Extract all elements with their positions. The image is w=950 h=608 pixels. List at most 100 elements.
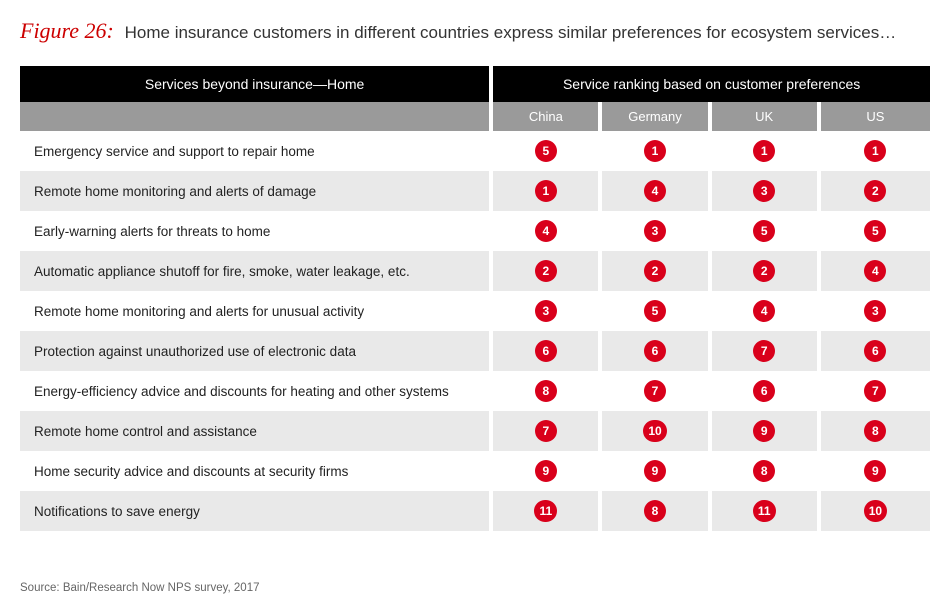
rank-badge: 9 bbox=[535, 460, 557, 482]
ranking-table-container: Services beyond insurance—Home Service r… bbox=[20, 66, 930, 531]
rank-badge: 7 bbox=[535, 420, 557, 442]
rank-cell: 6 bbox=[712, 371, 821, 411]
rank-cell: 9 bbox=[602, 451, 711, 491]
rank-badge: 1 bbox=[753, 140, 775, 162]
ranking-table: Services beyond insurance—Home Service r… bbox=[20, 66, 930, 531]
source-note: Source: Bain/Research Now NPS survey, 20… bbox=[20, 582, 259, 594]
service-cell: Remote home monitoring and alerts for un… bbox=[20, 291, 493, 331]
service-cell: Notifications to save energy bbox=[20, 491, 493, 531]
rank-cell: 4 bbox=[602, 171, 711, 211]
table-row: Remote home control and assistance71098 bbox=[20, 411, 930, 451]
table-row: Emergency service and support to repair … bbox=[20, 131, 930, 171]
figure-caption-text: Home insurance customers in different co… bbox=[125, 23, 897, 42]
rank-cell: 7 bbox=[821, 371, 930, 411]
rank-badge: 1 bbox=[644, 140, 666, 162]
rank-cell: 7 bbox=[712, 331, 821, 371]
rank-cell: 6 bbox=[821, 331, 930, 371]
rank-cell: 8 bbox=[602, 491, 711, 531]
rank-cell: 9 bbox=[821, 451, 930, 491]
rank-cell: 11 bbox=[712, 491, 821, 531]
service-cell: Early-warning alerts for threats to home bbox=[20, 211, 493, 251]
table-row: Energy-efficiency advice and discounts f… bbox=[20, 371, 930, 411]
rank-badge: 4 bbox=[753, 300, 775, 322]
rank-cell: 1 bbox=[602, 131, 711, 171]
country-header-row: China Germany UK US bbox=[20, 102, 930, 131]
header-ranking: Service ranking based on customer prefer… bbox=[493, 66, 930, 102]
rank-cell: 8 bbox=[493, 371, 602, 411]
service-cell: Automatic appliance shutoff for fire, sm… bbox=[20, 251, 493, 291]
figure-label: Figure 26: bbox=[20, 18, 114, 43]
table-row: Automatic appliance shutoff for fire, sm… bbox=[20, 251, 930, 291]
rank-badge: 3 bbox=[864, 300, 886, 322]
rank-cell: 2 bbox=[821, 171, 930, 211]
rank-badge: 7 bbox=[753, 340, 775, 362]
rank-badge: 1 bbox=[535, 180, 557, 202]
service-cell: Remote home monitoring and alerts of dam… bbox=[20, 171, 493, 211]
rank-cell: 3 bbox=[712, 171, 821, 211]
table-row: Home security advice and discounts at se… bbox=[20, 451, 930, 491]
country-header: Germany bbox=[602, 102, 711, 131]
rank-cell: 1 bbox=[712, 131, 821, 171]
service-cell: Emergency service and support to repair … bbox=[20, 131, 493, 171]
table-row: Remote home monitoring and alerts of dam… bbox=[20, 171, 930, 211]
rank-badge: 2 bbox=[535, 260, 557, 282]
rank-badge: 4 bbox=[535, 220, 557, 242]
rank-badge: 5 bbox=[535, 140, 557, 162]
rank-badge: 3 bbox=[535, 300, 557, 322]
rank-badge: 9 bbox=[753, 420, 775, 442]
rank-badge: 6 bbox=[644, 340, 666, 362]
rank-cell: 5 bbox=[602, 291, 711, 331]
rank-cell: 5 bbox=[712, 211, 821, 251]
rank-badge: 8 bbox=[535, 380, 557, 402]
rank-cell: 1 bbox=[821, 131, 930, 171]
rank-badge: 10 bbox=[864, 500, 887, 522]
table-row: Protection against unauthorized use of e… bbox=[20, 331, 930, 371]
rank-badge: 1 bbox=[864, 140, 886, 162]
rank-badge: 2 bbox=[753, 260, 775, 282]
rank-cell: 9 bbox=[712, 411, 821, 451]
service-cell: Remote home control and assistance bbox=[20, 411, 493, 451]
rank-cell: 2 bbox=[712, 251, 821, 291]
rank-cell: 8 bbox=[821, 411, 930, 451]
rank-cell: 7 bbox=[493, 411, 602, 451]
figure-caption: Figure 26: Home insurance customers in d… bbox=[0, 0, 950, 44]
rank-badge: 11 bbox=[534, 500, 557, 522]
rank-cell: 8 bbox=[712, 451, 821, 491]
rank-badge: 7 bbox=[864, 380, 886, 402]
country-header: China bbox=[493, 102, 602, 131]
rank-badge: 9 bbox=[864, 460, 886, 482]
rank-badge: 8 bbox=[753, 460, 775, 482]
rank-cell: 4 bbox=[493, 211, 602, 251]
rank-cell: 6 bbox=[493, 331, 602, 371]
rank-badge: 6 bbox=[753, 380, 775, 402]
rank-badge: 9 bbox=[644, 460, 666, 482]
service-cell: Energy-efficiency advice and discounts f… bbox=[20, 371, 493, 411]
rank-cell: 10 bbox=[821, 491, 930, 531]
rank-cell: 5 bbox=[493, 131, 602, 171]
rank-cell: 4 bbox=[821, 251, 930, 291]
rank-cell: 3 bbox=[493, 291, 602, 331]
rank-badge: 2 bbox=[644, 260, 666, 282]
country-header: US bbox=[821, 102, 930, 131]
rank-badge: 3 bbox=[644, 220, 666, 242]
rank-badge: 5 bbox=[644, 300, 666, 322]
rank-badge: 6 bbox=[535, 340, 557, 362]
rank-badge: 2 bbox=[864, 180, 886, 202]
rank-cell: 1 bbox=[493, 171, 602, 211]
rank-cell: 7 bbox=[602, 371, 711, 411]
rank-cell: 9 bbox=[493, 451, 602, 491]
rank-cell: 3 bbox=[821, 291, 930, 331]
service-cell: Protection against unauthorized use of e… bbox=[20, 331, 493, 371]
rank-cell: 6 bbox=[602, 331, 711, 371]
table-body: Emergency service and support to repair … bbox=[20, 131, 930, 531]
rank-badge: 6 bbox=[864, 340, 886, 362]
country-header: UK bbox=[712, 102, 821, 131]
table-row: Remote home monitoring and alerts for un… bbox=[20, 291, 930, 331]
rank-badge: 5 bbox=[864, 220, 886, 242]
rank-cell: 4 bbox=[712, 291, 821, 331]
rank-cell: 11 bbox=[493, 491, 602, 531]
rank-badge: 8 bbox=[644, 500, 666, 522]
rank-badge: 4 bbox=[864, 260, 886, 282]
rank-badge: 7 bbox=[644, 380, 666, 402]
rank-cell: 5 bbox=[821, 211, 930, 251]
